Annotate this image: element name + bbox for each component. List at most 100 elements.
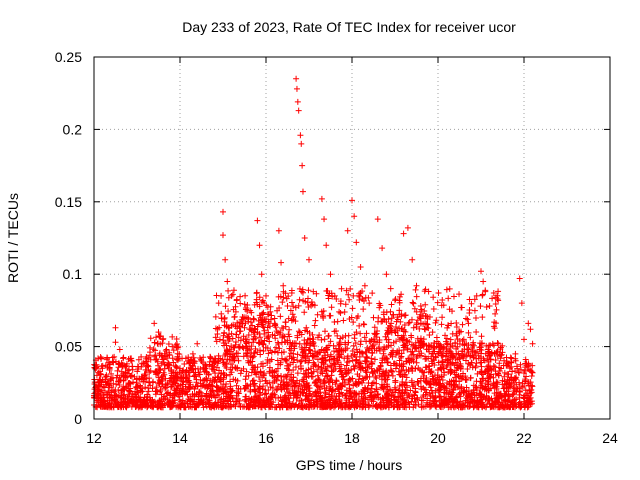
data-point (283, 404, 290, 411)
data-point (289, 379, 296, 386)
data-point (269, 391, 276, 398)
data-point (193, 402, 200, 409)
data-point (282, 357, 289, 364)
data-point (440, 346, 447, 353)
data-point (243, 368, 250, 375)
data-point (311, 348, 318, 355)
data-point (305, 392, 312, 399)
data-point (279, 299, 286, 306)
data-point (478, 268, 484, 275)
data-point (313, 390, 320, 397)
data-point (245, 359, 252, 366)
data-point (303, 324, 310, 331)
data-point (232, 338, 239, 345)
data-point (368, 385, 375, 392)
data-point (472, 363, 479, 370)
data-point (152, 367, 159, 374)
data-point (499, 349, 506, 356)
data-point (198, 358, 205, 365)
data-point (179, 400, 186, 407)
data-point (442, 385, 449, 392)
data-point (473, 292, 480, 299)
data-point (430, 306, 437, 313)
data-point (280, 294, 287, 301)
data-point (306, 346, 313, 353)
data-point (482, 288, 489, 295)
data-point (404, 338, 411, 345)
data-point (106, 365, 113, 372)
data-point (298, 331, 305, 338)
data-point (273, 328, 280, 335)
data-point (322, 390, 329, 397)
data-point (147, 382, 154, 389)
data-point (379, 245, 386, 252)
data-point (166, 349, 173, 356)
data-point (385, 339, 392, 346)
data-point (403, 367, 410, 374)
data-point (323, 400, 330, 407)
data-point (253, 371, 260, 378)
data-point (230, 287, 237, 294)
data-point (330, 356, 337, 363)
data-point (290, 350, 297, 357)
data-point (449, 330, 456, 337)
data-point (433, 404, 440, 411)
data-point (323, 367, 330, 374)
data-point (235, 350, 242, 357)
data-point (462, 397, 469, 404)
data-point (145, 355, 152, 362)
data-point (310, 359, 317, 366)
data-point (275, 227, 282, 234)
data-point (393, 398, 400, 405)
data-point (353, 314, 360, 321)
data-point (223, 349, 230, 356)
data-point (443, 363, 450, 370)
data-point (359, 397, 366, 404)
data-point (412, 402, 419, 409)
data-point (405, 399, 412, 406)
data-point (485, 346, 492, 353)
data-point (322, 357, 329, 364)
data-point (341, 379, 348, 386)
data-point (126, 389, 133, 396)
data-point (484, 375, 491, 382)
data-point (452, 383, 459, 390)
data-point (447, 381, 454, 388)
data-point (400, 381, 407, 388)
data-point (154, 340, 161, 347)
data-point (241, 324, 248, 331)
data-point (380, 350, 387, 357)
data-point (292, 382, 299, 389)
data-point (146, 369, 153, 376)
data-point (369, 403, 376, 410)
data-point (136, 404, 143, 411)
data-point (95, 382, 102, 389)
data-point (215, 358, 222, 365)
data-point (256, 294, 263, 301)
data-point (338, 285, 345, 292)
data-point (410, 351, 417, 358)
data-point (216, 367, 223, 374)
data-point (332, 381, 339, 388)
data-point (243, 398, 250, 405)
data-point (433, 381, 440, 388)
data-point (139, 388, 146, 395)
data-point (453, 323, 460, 330)
data-point (476, 346, 483, 353)
data-point (396, 357, 403, 364)
data-point (92, 365, 99, 372)
data-point (465, 387, 472, 394)
data-point (110, 403, 117, 410)
data-point (227, 366, 234, 373)
data-point (234, 319, 241, 326)
data-point (430, 343, 437, 350)
data-point (196, 388, 203, 395)
data-point (503, 358, 510, 365)
data-point (105, 381, 112, 388)
data-point (398, 325, 405, 332)
data-point (417, 352, 424, 359)
data-point (422, 403, 429, 410)
data-point (295, 402, 302, 409)
data-point (363, 349, 370, 355)
data-point (217, 378, 224, 385)
